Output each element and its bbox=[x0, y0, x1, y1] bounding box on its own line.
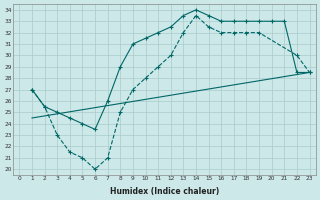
X-axis label: Humidex (Indice chaleur): Humidex (Indice chaleur) bbox=[110, 187, 219, 196]
